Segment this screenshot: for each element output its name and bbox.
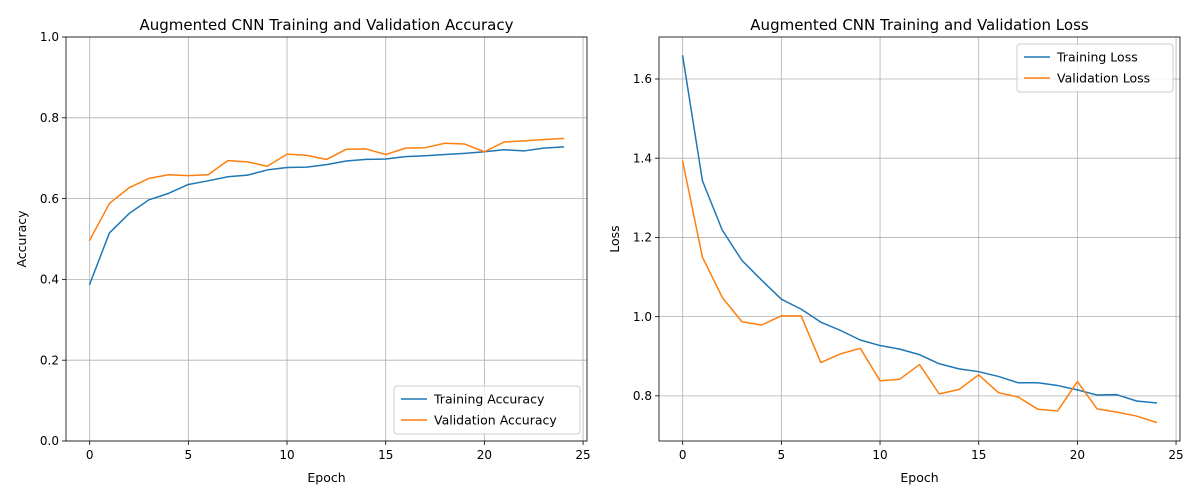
- chart-title: Augmented CNN Training and Validation Ac…: [140, 16, 514, 34]
- legend-box: [1016, 43, 1174, 93]
- x-tick-label: 0: [679, 448, 687, 462]
- series-line-validation: [88, 137, 565, 242]
- y-axis-label: Loss: [607, 225, 622, 252]
- x-tick-label: 15: [971, 448, 986, 462]
- plot-area: [66, 37, 587, 441]
- series-line-validation: [681, 160, 1158, 424]
- grid: [66, 36, 587, 442]
- y-tick-label: 0.0: [40, 434, 59, 448]
- y-tick-label: 1.0: [633, 310, 652, 324]
- axes-frame: [65, 36, 588, 442]
- plot-area: [659, 37, 1180, 441]
- legend-label: Validation Accuracy: [434, 413, 557, 428]
- x-tick-label: 20: [477, 448, 492, 462]
- x-tick-label: 5: [185, 448, 193, 462]
- axes-frame: [658, 36, 1181, 442]
- series-line-training: [681, 55, 1158, 404]
- x-tick-label: 10: [872, 448, 887, 462]
- legend-box: [393, 385, 581, 435]
- x-axis-label: Epoch: [900, 470, 938, 485]
- x-tick-label: 25: [575, 448, 590, 462]
- y-tick-label: 0.8: [633, 389, 652, 403]
- legend-label: Validation Loss: [1057, 71, 1150, 86]
- legend-label: Training Accuracy: [433, 392, 545, 407]
- chart-title: Augmented CNN Training and Validation Lo…: [750, 16, 1089, 34]
- x-axis-label: Epoch: [307, 470, 345, 485]
- y-tick-label: 1.6: [633, 72, 652, 86]
- y-tick-label: 0.4: [40, 273, 59, 287]
- grid: [659, 37, 1180, 441]
- chart-accuracy: 0 5 10 15 20 25 0.0 0.2 0.4 0.6 0.8 1.0 Augmented CN…: [14, 16, 591, 485]
- legend: Training Loss Validation Loss: [1016, 43, 1174, 93]
- y-tick-label: 0.8: [40, 111, 59, 125]
- y-tick-label: 1.0: [40, 30, 59, 44]
- chart-loss: 0 5 10 15 20 25 0.8 1.0 1.2 1.4 1.6 Augmented CNN T…: [607, 16, 1184, 485]
- y-axis-label: Accuracy: [14, 210, 29, 268]
- y-tick-label: 1.4: [633, 151, 652, 165]
- legend-label: Training Loss: [1056, 50, 1138, 65]
- y-tick-label: 0.2: [40, 353, 59, 367]
- x-tick-label: 5: [778, 448, 786, 462]
- y-tick-label: 0.6: [40, 192, 59, 206]
- legend: Training Accuracy Validation Accuracy: [393, 385, 581, 435]
- x-tick-label: 0: [86, 448, 94, 462]
- y-tick-label: 1.2: [633, 231, 652, 245]
- x-tick-label: 20: [1070, 448, 1085, 462]
- x-tick-label: 10: [279, 448, 294, 462]
- x-tick-label: 25: [1168, 448, 1183, 462]
- x-tick-label: 15: [378, 448, 393, 462]
